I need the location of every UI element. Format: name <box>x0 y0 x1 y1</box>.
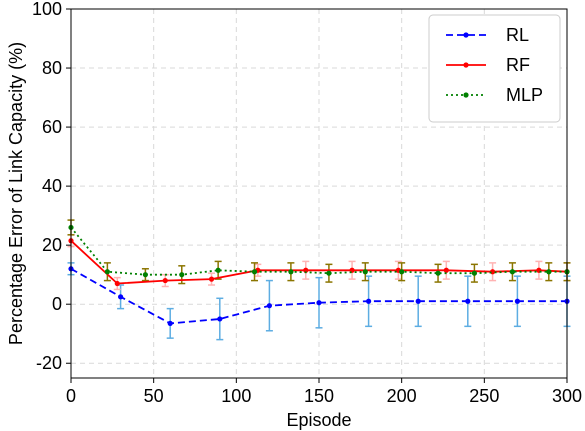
series-lines <box>68 224 570 326</box>
y-tick-label: -20 <box>36 353 62 373</box>
point-rf <box>443 267 449 273</box>
point-mlp <box>104 269 110 275</box>
y-tick-label: 0 <box>52 294 62 314</box>
point-mlp <box>142 272 148 278</box>
legend-box <box>428 14 561 123</box>
point-rl <box>266 303 272 309</box>
x-tick-label: 100 <box>221 386 251 406</box>
legend-label-mlp: MLP <box>506 85 543 105</box>
point-mlp <box>251 269 258 275</box>
y-tick-label: 80 <box>42 58 62 78</box>
series-rl <box>68 266 570 326</box>
point-rf <box>208 276 215 282</box>
error-bars <box>67 219 571 341</box>
x-tick-label: 300 <box>552 386 582 406</box>
point-mlp <box>471 270 478 276</box>
point-rl <box>366 298 372 304</box>
x-tick-label: 0 <box>66 386 76 406</box>
x-axis-label: Episode <box>286 410 351 430</box>
point-rf <box>162 277 168 284</box>
point-mlp <box>215 267 221 273</box>
point-rl <box>167 320 173 326</box>
point-mlp <box>179 272 185 278</box>
x-tick-label: 150 <box>304 386 334 406</box>
line-mlp <box>70 226 567 276</box>
point-rl <box>217 316 223 322</box>
legend-marker-mlp <box>463 92 469 98</box>
x-tick-label: 200 <box>387 386 417 406</box>
point-rl <box>514 298 521 304</box>
legend-label-rf: RF <box>506 55 530 75</box>
y-tick-label: 40 <box>42 176 62 196</box>
point-mlp <box>399 269 405 275</box>
y-tick-label: 60 <box>42 117 62 137</box>
y-tick-label: 100 <box>32 0 62 19</box>
y-axis-label: Percentage Error of Link Capacity (%) <box>6 42 26 345</box>
legend: RL RF MLP <box>428 14 561 123</box>
point-rl <box>415 298 421 304</box>
y-tick-label: 20 <box>42 235 62 255</box>
legend-label-rl: RL <box>506 25 529 45</box>
point-rl <box>316 300 322 306</box>
point-mlp <box>288 269 294 275</box>
point-mlp <box>326 270 332 276</box>
point-mlp <box>435 270 441 276</box>
point-mlp <box>509 269 516 275</box>
point-rf <box>303 267 309 273</box>
point-mlp <box>362 269 368 275</box>
point-rf <box>114 280 120 287</box>
point-rl <box>118 294 124 300</box>
x-tick-label: 250 <box>469 386 499 406</box>
legend-marker-rl <box>463 32 469 38</box>
x-tick-label: 50 <box>144 386 164 406</box>
point-rl <box>465 298 471 304</box>
legend-marker-rf <box>463 62 469 68</box>
point-mlp <box>546 269 552 275</box>
